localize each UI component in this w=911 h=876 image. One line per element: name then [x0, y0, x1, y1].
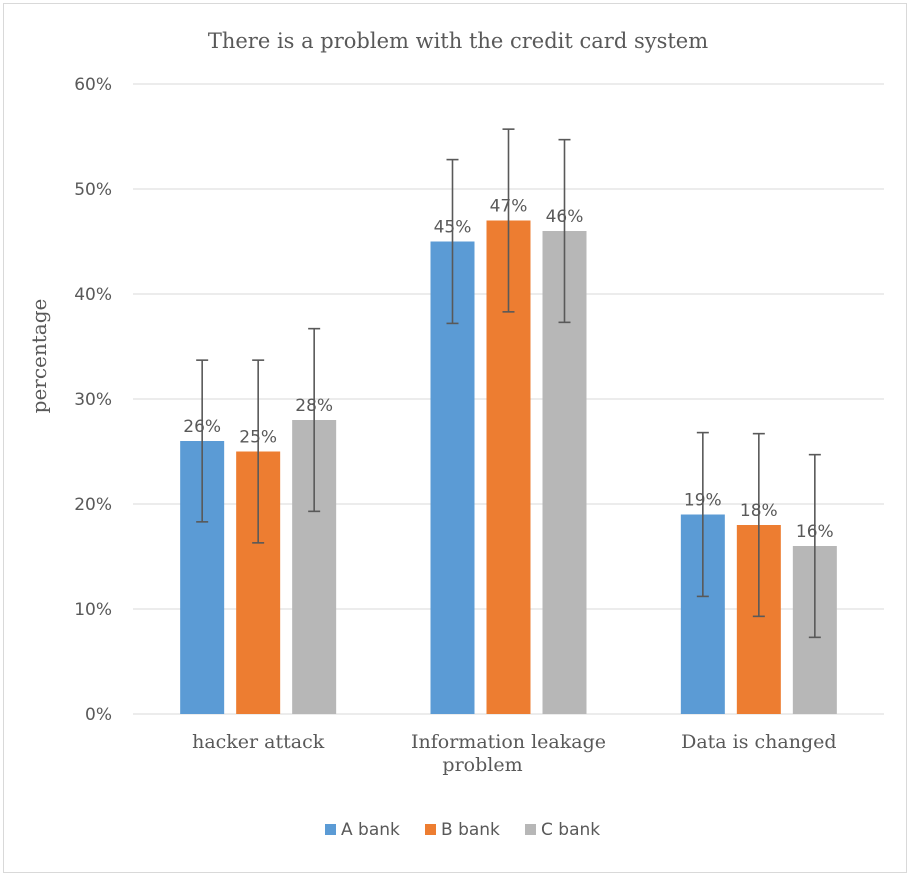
legend-swatch	[525, 824, 536, 835]
legend-swatch	[425, 824, 436, 835]
y-axis-title: percentage	[27, 299, 51, 414]
y-tick-label: 60%	[74, 75, 112, 95]
y-tick-label: 10%	[74, 600, 112, 620]
data-label: 47%	[490, 197, 528, 217]
data-label: 26%	[183, 417, 221, 437]
legend-swatch	[325, 824, 336, 835]
data-label: 46%	[546, 207, 584, 227]
y-tick-label: 40%	[74, 285, 112, 305]
y-tick-label: 50%	[74, 180, 112, 200]
y-tick-label: 0%	[85, 705, 112, 725]
x-tick-label: Information leakage	[411, 731, 606, 753]
data-label: 28%	[295, 396, 333, 416]
legend: A bank B bank C bank	[325, 820, 600, 840]
data-label: 45%	[434, 218, 472, 238]
data-label: 18%	[740, 501, 778, 521]
data-label: 16%	[796, 522, 834, 542]
data-labels: 26% 25% 28% 45% 47% 46% 19% 18% 16%	[183, 197, 833, 543]
y-tick-label: 30%	[74, 390, 112, 410]
data-label: 25%	[239, 428, 277, 448]
y-axis-ticks: 0% 10% 20% 30% 40% 50% 60%	[74, 75, 112, 725]
chart-title: There is a problem with the credit card …	[208, 29, 708, 53]
error-bars	[196, 128, 821, 639]
x-tick-label: problem	[442, 754, 522, 776]
y-tick-label: 20%	[74, 495, 112, 515]
legend-label: B bank	[441, 820, 500, 840]
data-label: 19%	[684, 491, 722, 511]
x-tick-label: hacker attack	[192, 731, 325, 753]
x-tick-label: Data is changed	[681, 731, 836, 753]
legend-label: A bank	[341, 820, 400, 840]
legend-label: C bank	[541, 820, 600, 840]
